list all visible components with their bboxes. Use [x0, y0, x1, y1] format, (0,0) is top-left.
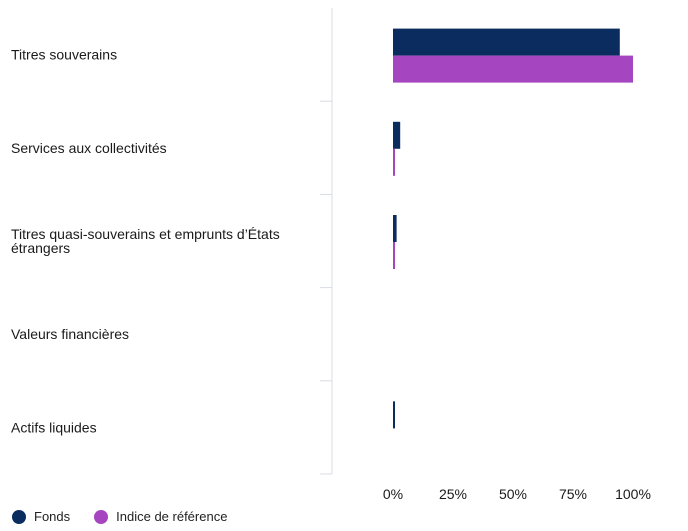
category-label: Titres quasi-souverains et emprunts d’Ét…	[11, 226, 280, 256]
bar-fonds[interactable]	[393, 121, 401, 149]
x-tick-label: 50%	[499, 486, 527, 502]
bar-indice[interactable]	[393, 242, 395, 269]
legend-item-fonds[interactable]: Fonds	[12, 509, 70, 524]
bar-fonds[interactable]	[393, 401, 395, 429]
category-label: Services aux collectivités	[11, 140, 167, 156]
legend-label-fonds: Fonds	[34, 509, 71, 524]
category-label: Actifs liquides	[11, 419, 97, 435]
legend-swatch-fonds	[12, 509, 26, 524]
axes	[320, 8, 333, 475]
x-tick-labels: 0% 25% 50% 75% 100%	[383, 486, 651, 502]
x-tick-label: 0%	[383, 486, 403, 502]
legend-item-indice[interactable]: Indice de référence	[94, 509, 227, 524]
x-tick-label: 75%	[559, 486, 587, 502]
bar-fonds[interactable]	[393, 215, 397, 242]
bar-fonds[interactable]	[393, 28, 620, 56]
x-tick-label: 100%	[615, 486, 651, 502]
bar-indice[interactable]	[393, 55, 633, 83]
legend-label-indice: Indice de référence	[116, 509, 228, 524]
category-label: Titres souverains	[11, 47, 117, 63]
bar-indice[interactable]	[393, 148, 395, 176]
legend-swatch-indice	[94, 509, 109, 524]
category-label: Valeurs financières	[11, 326, 129, 342]
category-labels: Titres souverains Services aux collectivi…	[11, 47, 280, 436]
legend: Fonds Indice de référence	[12, 509, 251, 524]
x-tick-label: 25%	[439, 486, 467, 502]
bars	[393, 28, 633, 429]
